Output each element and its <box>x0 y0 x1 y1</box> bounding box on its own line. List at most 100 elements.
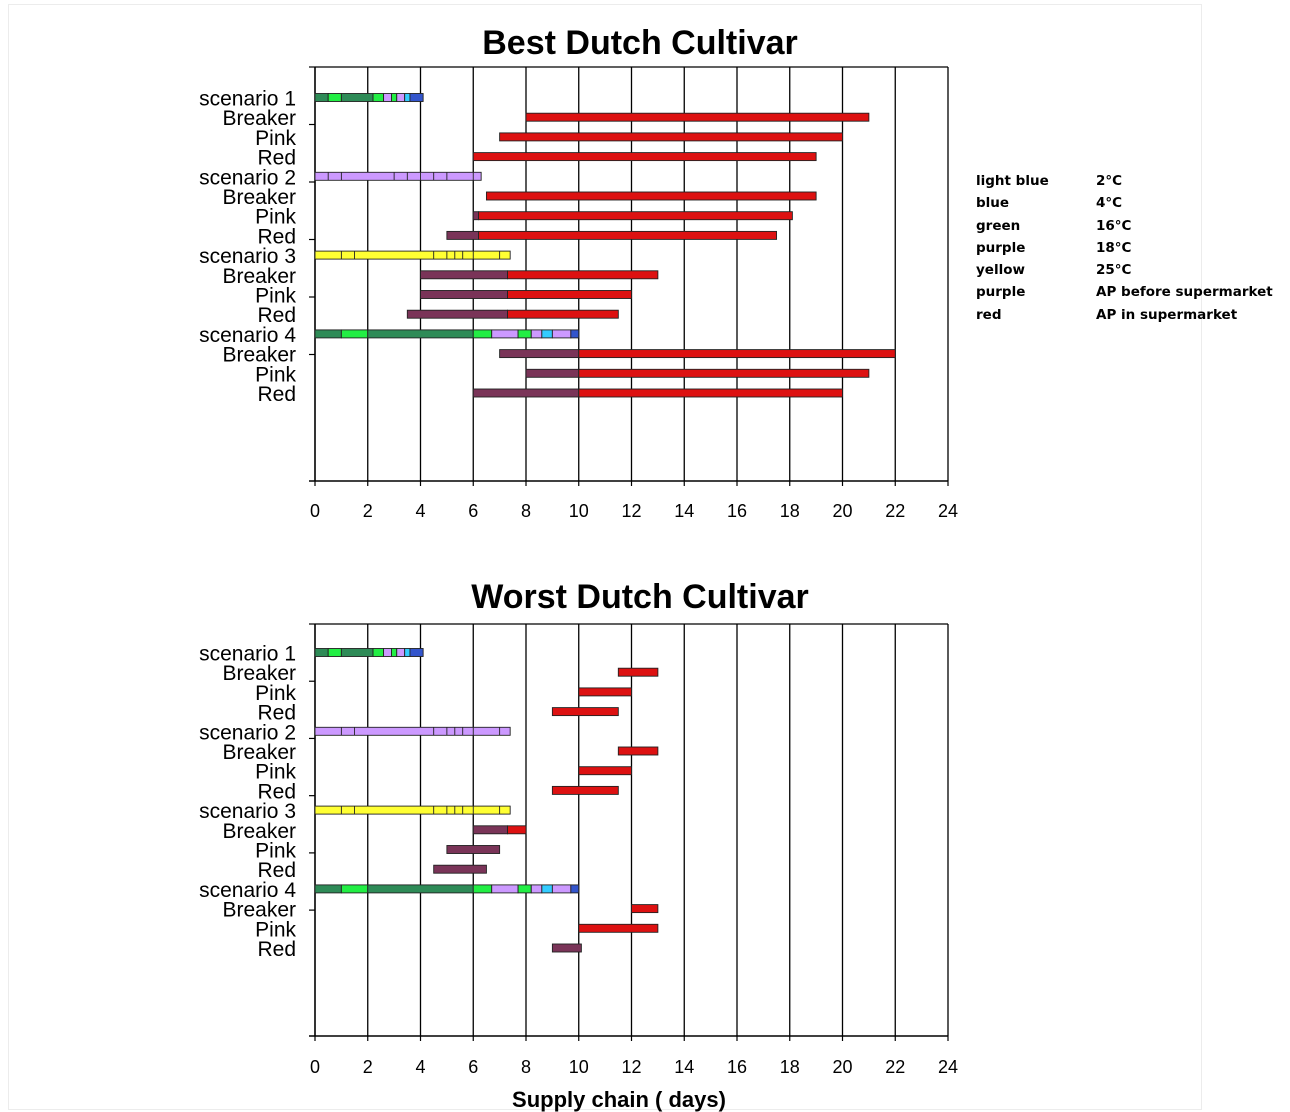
x-tick-label: 24 <box>938 1057 958 1077</box>
category-label: scenario 4 <box>199 324 296 347</box>
x-tick-label: 12 <box>621 1057 641 1077</box>
category-label: Red <box>257 383 296 406</box>
bar-segment <box>409 648 424 657</box>
x-tick-label: 8 <box>521 1057 531 1077</box>
bar-segment <box>578 923 659 933</box>
bar-segment <box>391 93 398 102</box>
bar-segment <box>541 329 553 339</box>
legend-meaning: AP in supermarket <box>1096 306 1238 323</box>
category-label: scenario 1 <box>199 88 296 111</box>
legend-entry: light blue 2°C <box>976 170 1273 192</box>
bar-segment <box>617 667 659 677</box>
category-label: Pink <box>255 918 296 941</box>
bar-segment <box>578 368 870 378</box>
legend-color-name: red <box>976 306 1002 323</box>
bar-segment <box>491 329 519 339</box>
bar-segment <box>472 884 493 894</box>
x-tick-label: 22 <box>885 501 905 521</box>
legend-color-name: yellow <box>976 262 1025 279</box>
bar-segment <box>485 191 817 201</box>
bar-segment <box>472 211 479 221</box>
bar-segment <box>491 884 519 894</box>
x-tick-label: 18 <box>780 501 800 521</box>
bar-segment <box>525 368 580 378</box>
category-label: Pink <box>255 761 296 784</box>
bar-segment <box>446 845 501 854</box>
legend-entry: blue 4°C <box>976 192 1273 214</box>
bar-segment <box>314 93 329 102</box>
bar-segment <box>383 648 392 657</box>
x-tick-label: 6 <box>468 501 478 521</box>
bar-segment <box>517 884 532 894</box>
x-tick-label: 18 <box>780 1057 800 1077</box>
legend-color-name: purple <box>976 239 1026 256</box>
bar-segment <box>409 93 424 102</box>
x-tick-label: 6 <box>468 1057 478 1077</box>
x-tick-label: 10 <box>569 501 589 521</box>
legend-color-name: green <box>976 217 1021 234</box>
bar-segment <box>541 884 553 894</box>
bar-segment <box>383 93 392 102</box>
category-label: scenario 1 <box>199 643 296 666</box>
bar-segment <box>340 648 374 657</box>
legend-entry: red AP in supermarket <box>976 304 1273 326</box>
bar-segment <box>478 230 778 240</box>
bar-segment <box>478 211 793 221</box>
x-tick-label: 0 <box>310 501 320 521</box>
bar-segment <box>367 329 474 339</box>
x-tick-label: 0 <box>310 1057 320 1077</box>
x-tick-label: 20 <box>832 1057 852 1077</box>
bar-segment <box>404 648 411 657</box>
category-label: Red <box>257 859 296 882</box>
x-tick-label: 2 <box>363 501 373 521</box>
bar-segment <box>314 805 511 815</box>
legend-meaning: 4°C <box>1096 195 1123 212</box>
bar-segment <box>551 329 572 339</box>
bar-segment <box>340 884 369 894</box>
legend-color-name: purple <box>976 284 1026 301</box>
bar-segment <box>472 329 493 339</box>
category-label: scenario 4 <box>199 879 296 902</box>
legend: light blue 2°C blue 4°C green 16°C purple 18°C y… <box>976 170 1273 326</box>
chart-worst-dutch-cultivar: Worst Dutch Cultivar Supply chain ( days… <box>199 578 958 1112</box>
bar-segment <box>525 112 870 122</box>
bar-segment <box>530 329 543 339</box>
bar-segment <box>433 864 487 874</box>
bar-segment <box>472 152 817 162</box>
bar-segment <box>570 884 580 894</box>
category-label: Red <box>257 304 296 327</box>
category-label: scenario 3 <box>199 800 296 823</box>
category-label: Red <box>257 780 296 803</box>
category-label: Pink <box>255 840 296 863</box>
x-tick-label: 16 <box>727 1057 747 1077</box>
legend-entry: yellow 25°C <box>976 259 1273 281</box>
legend-color-name: blue <box>976 195 1010 212</box>
bar-segment <box>327 93 342 102</box>
legend-meaning: 16°C <box>1096 217 1132 234</box>
bar-segment <box>551 785 619 795</box>
category-label: Red <box>257 225 296 248</box>
bar-segment <box>578 766 632 776</box>
legend-meaning: 2°C <box>1096 173 1123 189</box>
chart-title: Worst Dutch Cultivar <box>471 578 809 616</box>
x-tick-label: 22 <box>885 1057 905 1077</box>
bar-segment <box>578 687 632 697</box>
category-label: Red <box>257 938 296 961</box>
category-label: Breaker <box>222 741 296 764</box>
bar-segment <box>631 904 659 914</box>
category-label: Pink <box>255 206 296 229</box>
category-label: Breaker <box>222 265 296 288</box>
bar-segment <box>446 230 479 240</box>
bar-segment <box>340 93 374 102</box>
x-tick-label: 20 <box>832 501 852 521</box>
bar-segment <box>570 329 580 339</box>
legend-meaning: 25°C <box>1096 262 1132 279</box>
bar-segment <box>314 726 511 736</box>
bar-segment <box>406 309 508 319</box>
bar-segment <box>507 290 632 299</box>
bar-segment <box>340 329 369 339</box>
bar-segment <box>507 825 527 835</box>
bar-segment <box>372 93 385 102</box>
legend-meaning: 18°C <box>1096 239 1132 256</box>
bar-segment <box>551 707 619 717</box>
